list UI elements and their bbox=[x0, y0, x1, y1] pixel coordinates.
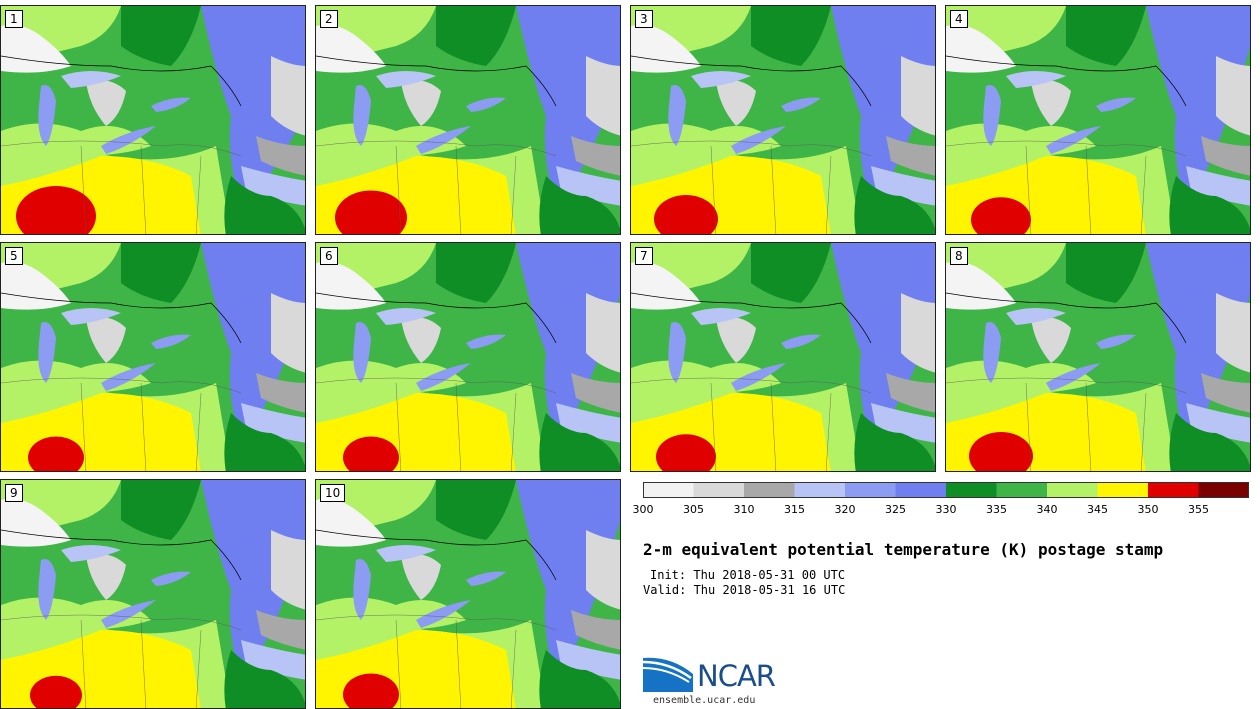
postage-stamp-map: 1 bbox=[0, 5, 306, 235]
postage-stamp-map: 3 bbox=[630, 5, 936, 235]
postage-stamp-map: 9 bbox=[0, 479, 306, 709]
member-number-label: 5 bbox=[5, 247, 23, 265]
colorbar-segment bbox=[643, 482, 694, 498]
colorbar-frame bbox=[643, 482, 1249, 498]
postage-stamp-map: 8 bbox=[945, 242, 1251, 472]
colorbar-tick-label: 320 bbox=[834, 503, 856, 516]
member-number-label: 3 bbox=[635, 10, 653, 28]
colorbar-segment bbox=[794, 482, 845, 498]
colorbar bbox=[643, 482, 1249, 498]
colorbar-tick-label: 315 bbox=[784, 503, 805, 516]
ncar-logo-icon bbox=[643, 657, 693, 692]
colorbar-tick-label: 350 bbox=[1137, 503, 1159, 516]
colorbar-segment bbox=[1198, 482, 1249, 498]
member-number-label: 1 bbox=[5, 10, 23, 28]
member-number-label: 2 bbox=[320, 10, 338, 28]
member-number-label: 7 bbox=[635, 247, 653, 265]
colorbar-tick-label: 305 bbox=[683, 503, 704, 516]
valid-time: Valid: Thu 2018-05-31 16 UTC bbox=[643, 583, 846, 597]
postage-stamp-map: 2 bbox=[315, 5, 621, 235]
member-number-label: 10 bbox=[320, 484, 346, 502]
website-url: ensemble.ucar.edu bbox=[653, 695, 756, 706]
colorbar-segment bbox=[946, 482, 997, 498]
postage-stamp-map: 7 bbox=[630, 242, 936, 472]
postage-stamp-map: 10 bbox=[315, 479, 621, 709]
colorbar-tick-label: 355 bbox=[1188, 503, 1209, 516]
colorbar-tick-label: 310 bbox=[733, 503, 755, 516]
colorbar-tick-label: 330 bbox=[935, 503, 957, 516]
colorbar-tick-label: 345 bbox=[1087, 503, 1108, 516]
colorbar-tick-label: 300 bbox=[632, 503, 654, 516]
ncar-logo-text: NCAR bbox=[697, 659, 776, 693]
plot-title: 2-m equivalent potential temperature (K)… bbox=[643, 540, 1164, 559]
colorbar-tick-label: 340 bbox=[1036, 503, 1058, 516]
colorbar-segment bbox=[845, 482, 896, 498]
init-time: Init: Thu 2018-05-31 00 UTC bbox=[650, 568, 846, 582]
colorbar-segment bbox=[1148, 482, 1199, 498]
member-number-label: 6 bbox=[320, 247, 338, 265]
colorbar-segment bbox=[744, 482, 795, 498]
colorbar-segment bbox=[693, 482, 744, 498]
colorbar-segment bbox=[1047, 482, 1098, 498]
postage-stamp-map: 4 bbox=[945, 5, 1251, 235]
member-number-label: 8 bbox=[950, 247, 968, 265]
colorbar-segment bbox=[1097, 482, 1148, 498]
colorbar-segment bbox=[996, 482, 1047, 498]
colorbar-segment bbox=[895, 482, 946, 498]
colorbar-tick-label: 325 bbox=[885, 503, 906, 516]
postage-stamp-map: 6 bbox=[315, 242, 621, 472]
member-number-label: 4 bbox=[950, 10, 968, 28]
postage-stamp-map: 5 bbox=[0, 242, 306, 472]
colorbar-tick-label: 335 bbox=[986, 503, 1007, 516]
member-number-label: 9 bbox=[5, 484, 23, 502]
